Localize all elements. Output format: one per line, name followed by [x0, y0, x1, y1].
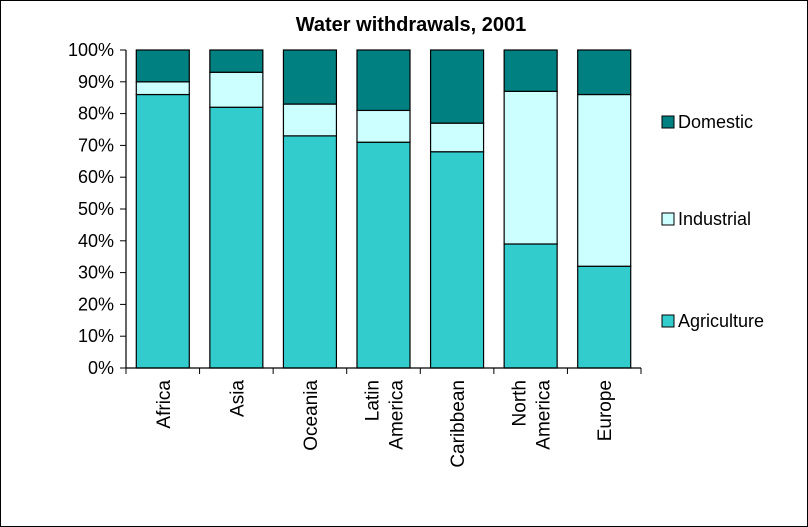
- bar-segment-industrial: [429, 122, 485, 153]
- x-tick-label-line: Asia: [227, 380, 248, 417]
- x-tick-label: Africa: [154, 380, 175, 429]
- x-tick-label-line: Latin: [363, 380, 384, 421]
- bar-segment-agriculture: [282, 135, 338, 369]
- y-tick-label: 50%: [78, 199, 114, 219]
- bar-segment-industrial: [282, 103, 338, 137]
- bar-segment-domestic: [503, 49, 558, 92]
- y-tick-label: 70%: [78, 135, 114, 155]
- y-tick-label: 90%: [78, 72, 114, 92]
- y-tick-label: 20%: [78, 294, 114, 314]
- chart-title: Water withdrawals, 2001: [296, 14, 526, 36]
- plot-area: 0% 10% 20% 30% 40% 50% 60% 70% 80% 90% 100% Africa A…: [68, 40, 642, 468]
- legend-label-industrial: Industrial: [678, 209, 751, 229]
- bar-segment-agriculture: [135, 93, 190, 369]
- x-tick-label: Latin America: [363, 380, 408, 450]
- y-tick-label: 10%: [78, 326, 114, 346]
- x-tick-label-line: America: [534, 380, 555, 450]
- x-tick-label-line: Oceania: [301, 380, 322, 451]
- y-tick-label: 100%: [68, 40, 114, 60]
- bar-segment-domestic: [356, 49, 411, 112]
- bar-segment-agriculture: [429, 151, 485, 369]
- x-tick-label-line: America: [387, 380, 408, 450]
- bar-segment-agriculture: [503, 243, 558, 369]
- y-tick-label: 80%: [78, 104, 114, 124]
- y-tick-label: 0%: [88, 358, 114, 378]
- bar-segment-agriculture: [577, 265, 632, 369]
- bar-segment-domestic: [429, 49, 485, 124]
- bar-segment-domestic: [209, 49, 264, 73]
- bar-segment-industrial: [135, 81, 190, 96]
- x-tick-label-line: Europe: [595, 380, 616, 441]
- bar-segment-industrial: [356, 109, 411, 143]
- bar-segment-industrial: [577, 93, 632, 267]
- x-tick-label: Caribbean: [448, 380, 469, 468]
- legend-label-domestic: Domestic: [678, 112, 753, 132]
- bar-segment-domestic: [135, 49, 190, 83]
- bar-segment-agriculture: [209, 106, 264, 369]
- x-tick-label: Europe: [595, 380, 616, 441]
- bar-segment-domestic: [282, 49, 338, 105]
- y-tick-label: 40%: [78, 231, 114, 251]
- legend-label-agriculture: Agriculture: [678, 311, 764, 331]
- x-tick-label-line: Africa: [154, 380, 175, 429]
- x-tick-label: Asia: [227, 380, 248, 417]
- bar-segment-agriculture: [356, 141, 411, 369]
- legend: Domestic Industrial Agriculture: [661, 112, 764, 331]
- x-tick-label-line: North: [510, 380, 531, 426]
- x-tick-label-line: Caribbean: [448, 380, 469, 468]
- x-tick-label: North America: [510, 380, 555, 450]
- y-tick-label: 60%: [78, 167, 114, 187]
- bar-segment-industrial: [503, 90, 558, 245]
- x-tick-label: Oceania: [301, 380, 322, 451]
- bar-segment-domestic: [577, 49, 632, 96]
- legend-swatch-domestic: [661, 115, 675, 129]
- legend-swatch-industrial: [661, 212, 675, 226]
- y-tick-label: 30%: [78, 263, 114, 283]
- bar-segment-industrial: [209, 71, 264, 108]
- legend-swatch-agriculture: [661, 314, 675, 328]
